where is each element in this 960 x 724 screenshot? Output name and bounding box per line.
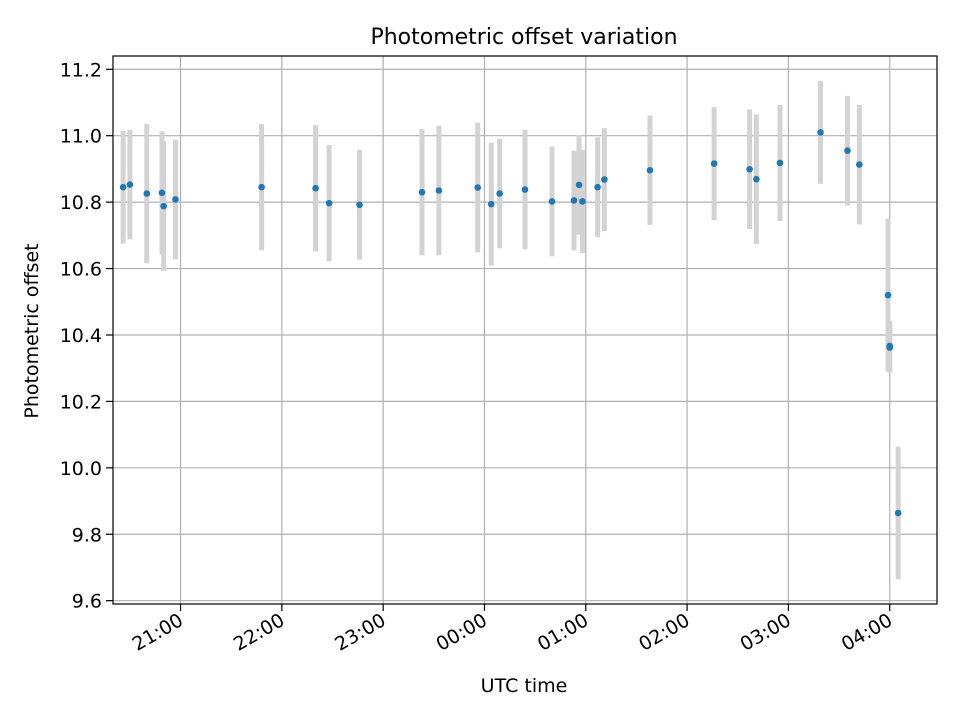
data-point bbox=[548, 198, 556, 205]
data-point bbox=[575, 181, 583, 189]
y-axis-label: Photometric offset bbox=[21, 243, 43, 418]
x-tick-label: 00:00 bbox=[433, 609, 491, 655]
data-point bbox=[418, 188, 426, 196]
data-point bbox=[172, 196, 179, 203]
chart-title: Photometric offset variation bbox=[370, 25, 677, 50]
data-point bbox=[521, 186, 529, 193]
y-tick-label: 10.2 bbox=[60, 391, 102, 413]
grid-layer bbox=[113, 56, 937, 604]
data-point bbox=[844, 147, 851, 154]
data-point bbox=[646, 166, 654, 174]
data-point bbox=[594, 183, 601, 191]
data-point bbox=[119, 183, 127, 191]
y-tick-label: 9.8 bbox=[72, 524, 102, 546]
x-tick-label: 02:00 bbox=[635, 609, 693, 655]
data-point bbox=[126, 181, 134, 188]
y-tick-label: 9.6 bbox=[72, 591, 102, 613]
data-point bbox=[579, 198, 586, 205]
data-point bbox=[143, 190, 151, 197]
data-point bbox=[570, 197, 578, 204]
data-point bbox=[356, 201, 363, 209]
data-point bbox=[884, 291, 892, 299]
x-tick-label: 01:00 bbox=[534, 609, 592, 655]
x-axis-ticks: 21:00 22:00 23:00 00:00 01:00 02:00 03:00 04:00 bbox=[129, 604, 896, 656]
data-point bbox=[435, 187, 443, 194]
y-tick-label: 11.0 bbox=[60, 126, 102, 148]
data-point bbox=[474, 184, 482, 191]
x-tick-label: 23:00 bbox=[331, 609, 389, 655]
data-point bbox=[776, 159, 784, 167]
plot-frame bbox=[112, 55, 938, 605]
y-tick-label: 11.2 bbox=[60, 59, 102, 81]
data-point bbox=[886, 344, 894, 351]
y-tick-label: 10.0 bbox=[60, 458, 102, 480]
x-tick-label: 21:00 bbox=[129, 609, 187, 655]
x-axis-label: UTC time bbox=[481, 675, 568, 697]
data-point bbox=[601, 176, 608, 183]
data-point bbox=[496, 190, 503, 197]
y-tick-label: 10.6 bbox=[60, 259, 102, 281]
data-point bbox=[894, 509, 902, 517]
data-point bbox=[710, 160, 718, 167]
x-tick-label: 22:00 bbox=[230, 609, 288, 655]
data-point bbox=[817, 129, 824, 136]
y-tick-label: 10.8 bbox=[60, 192, 102, 214]
x-tick-label: 04:00 bbox=[838, 609, 896, 655]
x-tick-label: 03:00 bbox=[736, 609, 794, 655]
data-point bbox=[325, 199, 333, 207]
data-point bbox=[487, 200, 495, 208]
y-axis-ticks: 9.6 9.8 10.0 10.2 10.4 10.6 10.8 11.0 11.2 bbox=[60, 59, 113, 613]
data-point bbox=[258, 183, 265, 191]
data-point bbox=[312, 184, 319, 192]
data-point bbox=[753, 175, 760, 183]
data-point bbox=[158, 189, 166, 197]
data-point bbox=[746, 165, 753, 173]
marker-layer bbox=[119, 129, 902, 517]
errorbar-layer bbox=[120, 80, 901, 580]
data-point bbox=[856, 161, 863, 168]
y-tick-label: 10.4 bbox=[60, 325, 102, 347]
data-point bbox=[160, 202, 167, 210]
